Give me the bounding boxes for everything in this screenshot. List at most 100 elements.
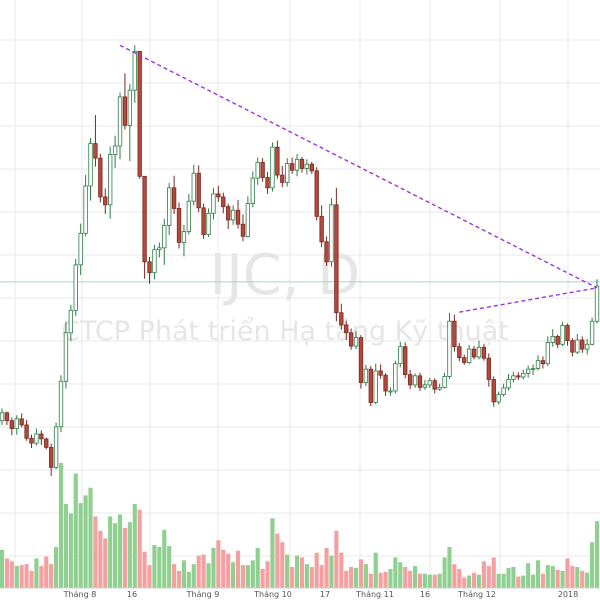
candle-body — [176, 208, 182, 243]
x-tick-label: Tháng 12 — [457, 590, 496, 599]
volume-bar — [14, 566, 19, 588]
candle-body — [378, 370, 383, 376]
candle-body — [348, 332, 354, 347]
volume-bar — [0, 549, 5, 588]
candle-body — [206, 212, 211, 235]
candle-body — [530, 368, 536, 370]
volume-bar — [417, 573, 423, 588]
volume-bar — [231, 562, 236, 588]
volume-bar — [432, 574, 437, 588]
candle-body — [417, 375, 423, 388]
volume-bar — [398, 562, 403, 588]
volume-bar — [334, 530, 339, 588]
candle-body — [344, 324, 349, 334]
candle-body — [147, 261, 152, 274]
volume-bar — [172, 564, 177, 588]
candle-body — [221, 196, 226, 208]
volume-bar — [240, 565, 246, 588]
candle-body — [235, 209, 241, 225]
candle-body — [462, 357, 467, 363]
candle-body — [275, 146, 280, 176]
volume-bar — [167, 546, 172, 588]
candle-body — [555, 335, 560, 345]
volume-bar — [590, 542, 595, 588]
volume-bar — [235, 550, 241, 588]
candle-body — [437, 386, 442, 390]
candle-body — [240, 223, 246, 237]
volume-bar — [314, 552, 319, 588]
candle-body — [304, 163, 310, 169]
candle-body — [201, 207, 206, 235]
volume-bar — [260, 568, 265, 588]
candle-body — [78, 232, 83, 266]
candle-body — [584, 343, 590, 350]
volume-bar — [226, 553, 231, 588]
candle-body — [471, 348, 477, 358]
volume-bar — [349, 567, 354, 588]
volume-bar — [457, 568, 462, 588]
volume-bar — [290, 567, 295, 588]
candle-body — [329, 204, 334, 263]
candle-body — [550, 335, 555, 343]
candle-body — [49, 446, 54, 468]
volume-bar — [408, 570, 413, 588]
candle-body — [63, 332, 69, 382]
candle-body — [511, 375, 516, 380]
volume-bar — [49, 564, 54, 588]
candle-body — [545, 342, 550, 365]
candle-body — [19, 418, 24, 426]
volume-bar — [388, 568, 393, 588]
volume-bar — [594, 521, 600, 588]
x-tick-label: 17 — [320, 590, 330, 599]
volume-bar — [201, 554, 206, 588]
candle-body — [122, 96, 128, 126]
volume-bar — [137, 509, 142, 588]
candle-body — [44, 438, 49, 448]
candle-body — [58, 380, 64, 428]
volume-bar — [162, 529, 167, 588]
volume-bar — [580, 570, 585, 588]
volume-bar — [496, 573, 501, 588]
volume-bar — [98, 530, 103, 588]
volume-bar — [299, 557, 305, 588]
volume-bar — [280, 542, 285, 588]
x-tick-label: Tháng 11 — [355, 590, 394, 599]
volume-bar — [304, 564, 309, 588]
volume-bar — [378, 572, 383, 588]
candle-body — [457, 346, 462, 359]
candle-body — [353, 337, 359, 347]
candle-body — [383, 374, 388, 392]
watermark: IJC, D CTCP Phát triển Hạ tầng Kỹ thuật — [61, 243, 509, 347]
volume-bar — [221, 549, 226, 588]
candle-body — [594, 285, 600, 322]
volume-bar — [447, 546, 452, 588]
candle-body — [260, 161, 265, 178]
volume-bar — [191, 564, 196, 588]
volume-bar — [58, 463, 64, 588]
volume-bar — [186, 571, 191, 588]
volume-bar — [78, 503, 83, 588]
volume-bar — [294, 555, 300, 588]
candle-body — [108, 154, 113, 206]
candle-body — [540, 360, 546, 365]
candle-body — [575, 339, 580, 353]
volume-bar — [44, 556, 49, 588]
candle-body — [294, 158, 300, 171]
volume-bar — [206, 563, 211, 588]
volume-bar — [88, 487, 93, 588]
candle-body — [88, 143, 93, 187]
volume-bar — [560, 570, 565, 588]
volume-bar — [486, 566, 491, 588]
candle-body — [447, 320, 452, 377]
candle-body — [162, 225, 167, 249]
volume-bar — [339, 552, 344, 588]
candles — [0, 45, 600, 476]
volume-bar — [142, 551, 147, 588]
volume-bar — [103, 538, 108, 588]
volume-bar — [122, 527, 127, 588]
candle-body — [368, 368, 373, 403]
x-tick-label: 16 — [127, 590, 137, 599]
candle-body — [34, 433, 39, 444]
candle-body — [314, 170, 319, 217]
